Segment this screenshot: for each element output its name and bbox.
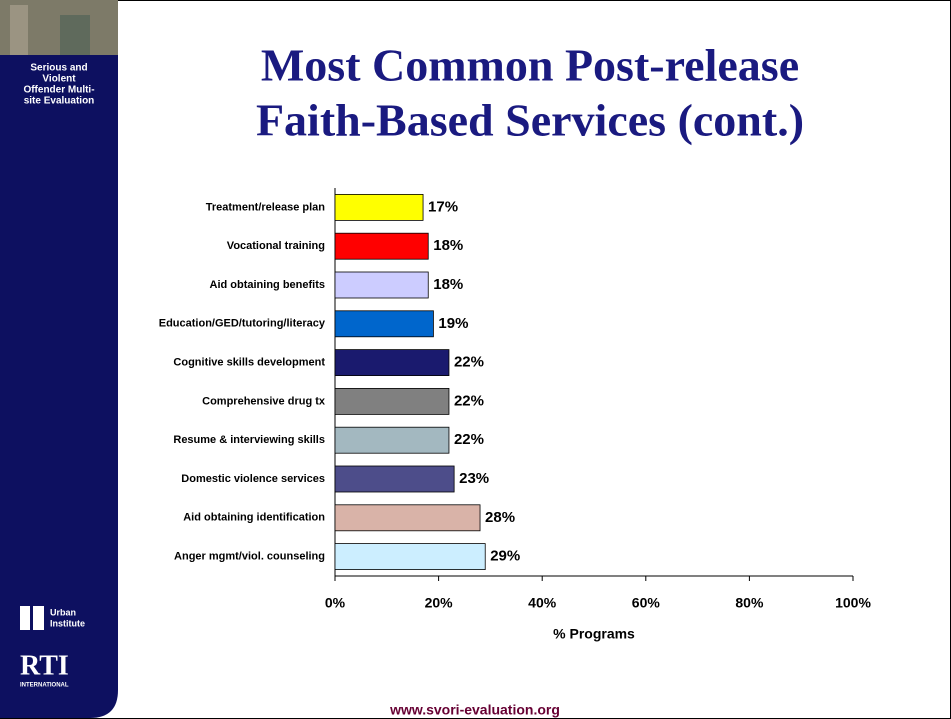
value-label: 22% xyxy=(454,354,484,371)
x-axis-label: % Programs xyxy=(553,626,635,642)
y-tick-label: Resume & interviewing skills xyxy=(173,434,325,446)
bar xyxy=(334,232,429,260)
bar xyxy=(334,271,429,299)
urban-name: Institute xyxy=(50,618,85,628)
value-label: 18% xyxy=(433,237,463,254)
x-tick-label: 60% xyxy=(632,595,661,611)
y-tick-label: Vocational training xyxy=(227,240,325,252)
value-label: 19% xyxy=(438,315,468,332)
program-name: Violent xyxy=(42,74,76,85)
program-name: Offender Multi- xyxy=(23,85,94,96)
value-label: 29% xyxy=(490,548,520,565)
program-name: site Evaluation xyxy=(24,96,95,107)
y-tick-label: Comprehensive drug tx xyxy=(202,395,326,407)
x-tick-label: 80% xyxy=(735,595,764,611)
photo-detail xyxy=(60,15,90,55)
bar xyxy=(334,504,481,532)
value-label: 18% xyxy=(433,276,463,293)
bar xyxy=(334,426,450,454)
y-tick-label: Anger mgmt/viol. counseling xyxy=(174,551,325,563)
x-tick-label: 40% xyxy=(528,595,557,611)
program-name: Serious and xyxy=(30,63,87,74)
y-tick-label: Aid obtaining identification xyxy=(183,512,325,524)
chart-title: Faith-Based Services (cont.) xyxy=(256,95,804,146)
value-label: 17% xyxy=(428,198,458,215)
y-tick-label: Cognitive skills development xyxy=(173,357,325,369)
value-label: 22% xyxy=(454,431,484,448)
value-label: 22% xyxy=(454,392,484,409)
bar xyxy=(334,465,455,493)
rti-logo: RTI xyxy=(20,650,69,681)
bar xyxy=(334,310,434,338)
bar xyxy=(334,349,450,377)
rti-sub: INTERNATIONAL xyxy=(20,683,69,689)
y-tick-label: Domestic violence services xyxy=(181,473,325,485)
sidebar xyxy=(0,0,118,718)
photo-detail xyxy=(10,5,28,55)
footer-url: www.svori-evaluation.org xyxy=(389,702,560,718)
y-tick-label: Education/GED/tutoring/literacy xyxy=(159,318,326,330)
bar xyxy=(334,193,424,221)
y-tick-label: Aid obtaining benefits xyxy=(210,279,326,291)
chart-title: Most Common Post-release xyxy=(261,40,799,91)
x-tick-label: 100% xyxy=(835,595,871,611)
y-tick-label: Treatment/release plan xyxy=(206,201,326,213)
urban-name: Urban xyxy=(50,607,76,617)
bar xyxy=(334,387,450,415)
bar xyxy=(334,543,486,570)
value-label: 23% xyxy=(459,470,489,487)
urban-logo-detail xyxy=(30,606,33,630)
x-tick-label: 0% xyxy=(325,595,346,611)
x-tick-label: 20% xyxy=(425,595,454,611)
value-label: 28% xyxy=(485,509,515,526)
